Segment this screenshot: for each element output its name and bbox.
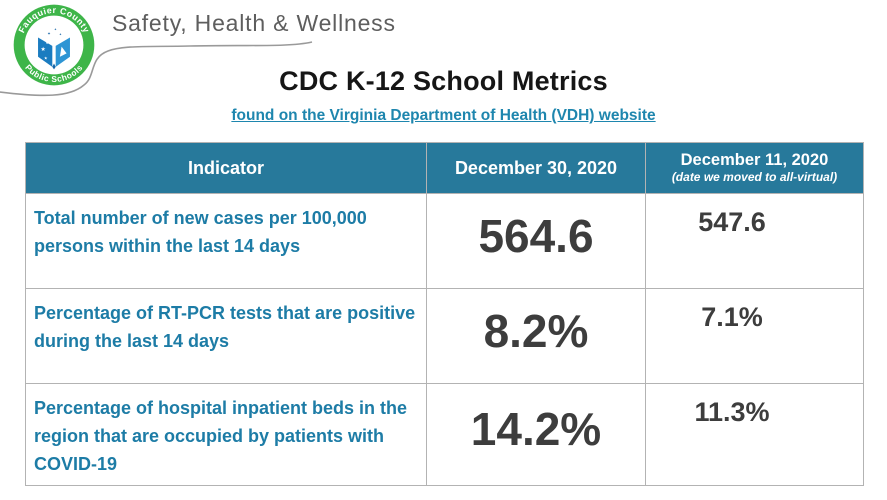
indicator-cell: Percentage of RT-PCR tests that are posi… <box>25 288 427 384</box>
col-header-dec11: December 11, 2020 (date we moved to all-… <box>645 142 864 194</box>
table-row-rtpcr-positive: Percentage of RT-PCR tests that are posi… <box>25 288 864 384</box>
brand-text: Safety, Health & Wellness <box>112 10 396 36</box>
col-header-dec30: December 30, 2020 <box>426 142 646 194</box>
sparkle-star: ✦ <box>59 33 62 37</box>
vdh-website-link[interactable]: found on the Virginia Department of Heal… <box>231 107 656 124</box>
decorative-swash-line <box>0 41 313 97</box>
metrics-table: Indicator December 30, 2020 December 11,… <box>25 142 864 486</box>
page-title: CDC K-12 School Metrics <box>279 66 608 96</box>
dec11-value-cell: 11.3% <box>645 383 864 486</box>
book-arrow <box>59 46 67 57</box>
book-star: ★ <box>41 46 46 53</box>
dec30-value-cell: 564.6 <box>426 193 646 289</box>
sparkle-star: ✦ <box>47 31 51 36</box>
col-header-indicator: Indicator <box>25 142 427 194</box>
table-row-new-cases: Total number of new cases per 100,000 pe… <box>25 193 864 289</box>
dec30-value-cell: 8.2% <box>426 288 646 384</box>
book-star: ★ <box>44 55 48 60</box>
open-book-icon: ★ ★ ★ ✦ ✦ ✦ <box>38 28 70 70</box>
dec11-value-cell: 7.1% <box>645 288 864 384</box>
header-row: Indicator December 30, 2020 December 11,… <box>25 142 864 194</box>
book-star: ★ <box>46 41 49 45</box>
dec11-value-cell: 547.6 <box>645 193 864 289</box>
dec30-value-cell: 14.2% <box>426 383 646 486</box>
col-header-dec11-sublabel: (date we moved to all-virtual) <box>671 170 838 185</box>
col-header-dec11-label: December 11, 2020 <box>680 151 829 170</box>
indicator-cell: Total number of new cases per 100,000 pe… <box>25 193 427 289</box>
sparkle-star: ✦ <box>54 28 57 32</box>
logo-inner-circle <box>24 15 84 75</box>
subtitle: found on the Virginia Department of Heal… <box>0 107 887 125</box>
district-logo: Fauquier County Public Schools ★ ★ ★ ✦ ✦… <box>13 4 95 86</box>
table-row-hospital-beds: Percentage of hospital inpatient beds in… <box>25 383 864 486</box>
indicator-cell: Percentage of hospital inpatient beds in… <box>25 383 427 486</box>
